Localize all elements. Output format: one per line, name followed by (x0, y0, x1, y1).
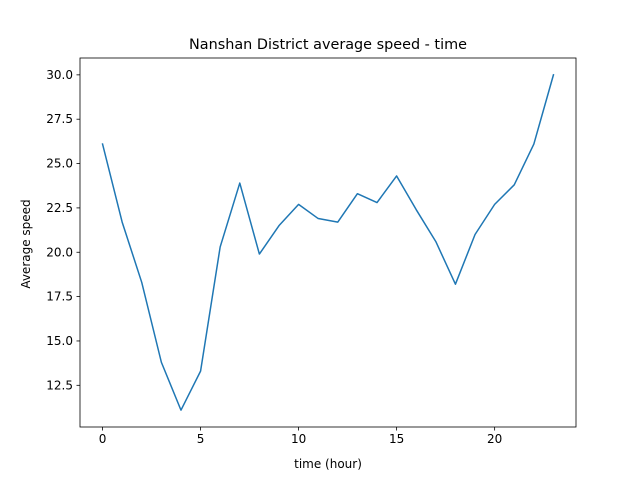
y-tick-label: 27.5 (46, 112, 73, 126)
series-line (101, 73, 555, 411)
y-tick-label: 30.0 (46, 68, 73, 82)
y-tick-label: 15.0 (46, 334, 73, 348)
x-tick-label: 15 (389, 432, 404, 446)
plot-area: 0 5 10 15 20 12.5 15.0 17.5 20.0 22.5 25.0 27.5 30.0 (46, 57, 577, 446)
y-tick-label: 22.5 (46, 201, 73, 215)
x-tick-label: 10 (291, 432, 306, 446)
y-axis-label: Average speed (19, 199, 33, 288)
plot-frame (79, 57, 577, 428)
y-tick-label: 20.0 (46, 245, 73, 259)
x-axis-label: time (hour) (294, 457, 362, 471)
y-tick-label: 17.5 (46, 290, 73, 304)
chart-title: Nanshan District average speed - time (189, 37, 467, 53)
y-tick-label: 25.0 (46, 157, 73, 171)
x-tick-label: 0 (99, 432, 107, 446)
x-tick-label: 5 (197, 432, 205, 446)
y-tick-label: 12.5 (46, 378, 73, 392)
x-tick-label: 20 (487, 432, 502, 446)
